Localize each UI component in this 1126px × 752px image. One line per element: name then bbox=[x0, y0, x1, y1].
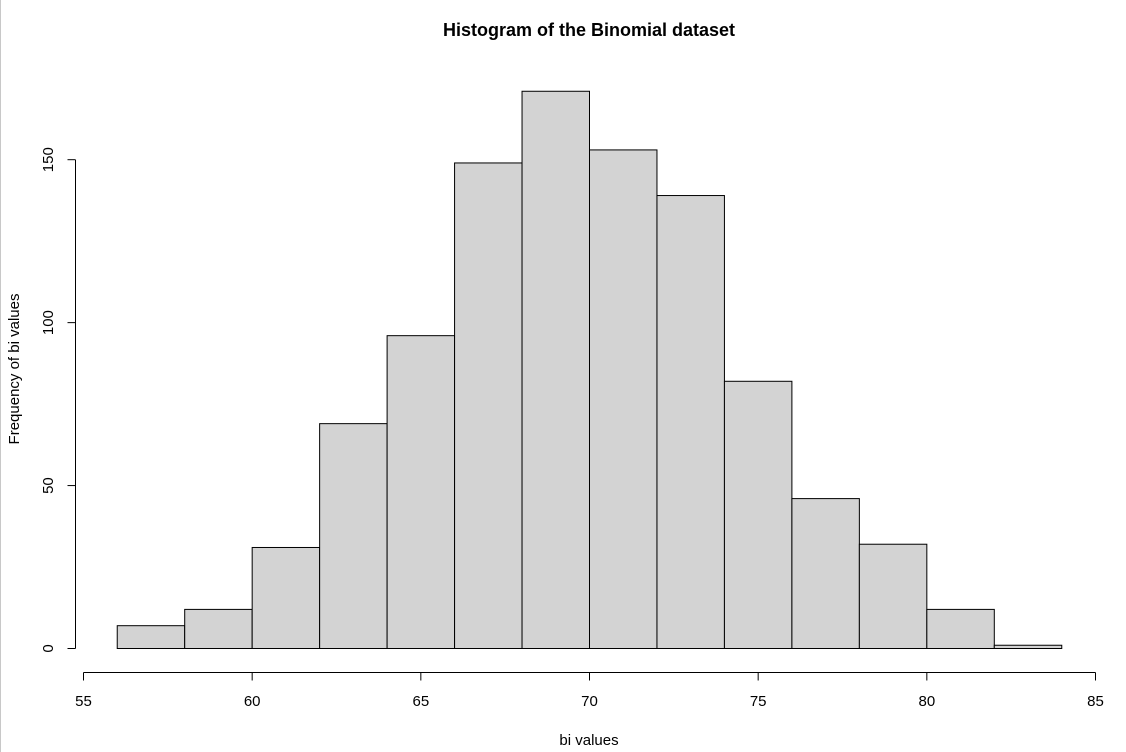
histogram-bars bbox=[116, 90, 1063, 650]
y-tick-label: 150 bbox=[40, 147, 57, 172]
y-tick-label: 50 bbox=[40, 477, 57, 494]
histogram-bar-2 bbox=[184, 608, 253, 650]
y-tick-label: 0 bbox=[40, 644, 57, 652]
histogram-bar-4 bbox=[319, 423, 388, 649]
x-tick-label: 85 bbox=[1087, 693, 1104, 710]
y-axis: 0 50 100 150 bbox=[40, 147, 76, 653]
x-axis: 55 60 65 70 75 80 85 bbox=[75, 672, 1104, 710]
histogram-bar-13 bbox=[926, 608, 995, 650]
x-tick-label: 75 bbox=[750, 693, 767, 710]
x-tick-label: 65 bbox=[412, 693, 429, 710]
histogram-bar-6 bbox=[454, 162, 523, 649]
histogram-bar-9 bbox=[656, 195, 725, 649]
y-axis-label: Frequency of bi values bbox=[6, 294, 23, 445]
histogram-bar-1 bbox=[116, 625, 186, 649]
window-left-border bbox=[0, 0, 1, 752]
histogram-bar-11 bbox=[791, 498, 860, 649]
x-tick-label: 70 bbox=[581, 693, 598, 710]
histogram-bar-5 bbox=[386, 335, 456, 649]
x-axis-label: bi values bbox=[559, 732, 618, 749]
histogram-bar-8 bbox=[589, 149, 658, 649]
histogram-bar-7 bbox=[521, 90, 590, 649]
y-tick-label: 100 bbox=[40, 310, 57, 335]
x-tick-label: 80 bbox=[918, 693, 935, 710]
x-tick-label: 55 bbox=[75, 693, 92, 710]
histogram-bar-10 bbox=[723, 380, 793, 649]
x-tick-label: 60 bbox=[244, 693, 261, 710]
histogram-bar-3 bbox=[251, 546, 321, 649]
histogram-bar-12 bbox=[858, 543, 928, 650]
histogram-bar-14 bbox=[993, 644, 1063, 649]
chart-title: Histogram of the Binomial dataset bbox=[443, 20, 735, 40]
